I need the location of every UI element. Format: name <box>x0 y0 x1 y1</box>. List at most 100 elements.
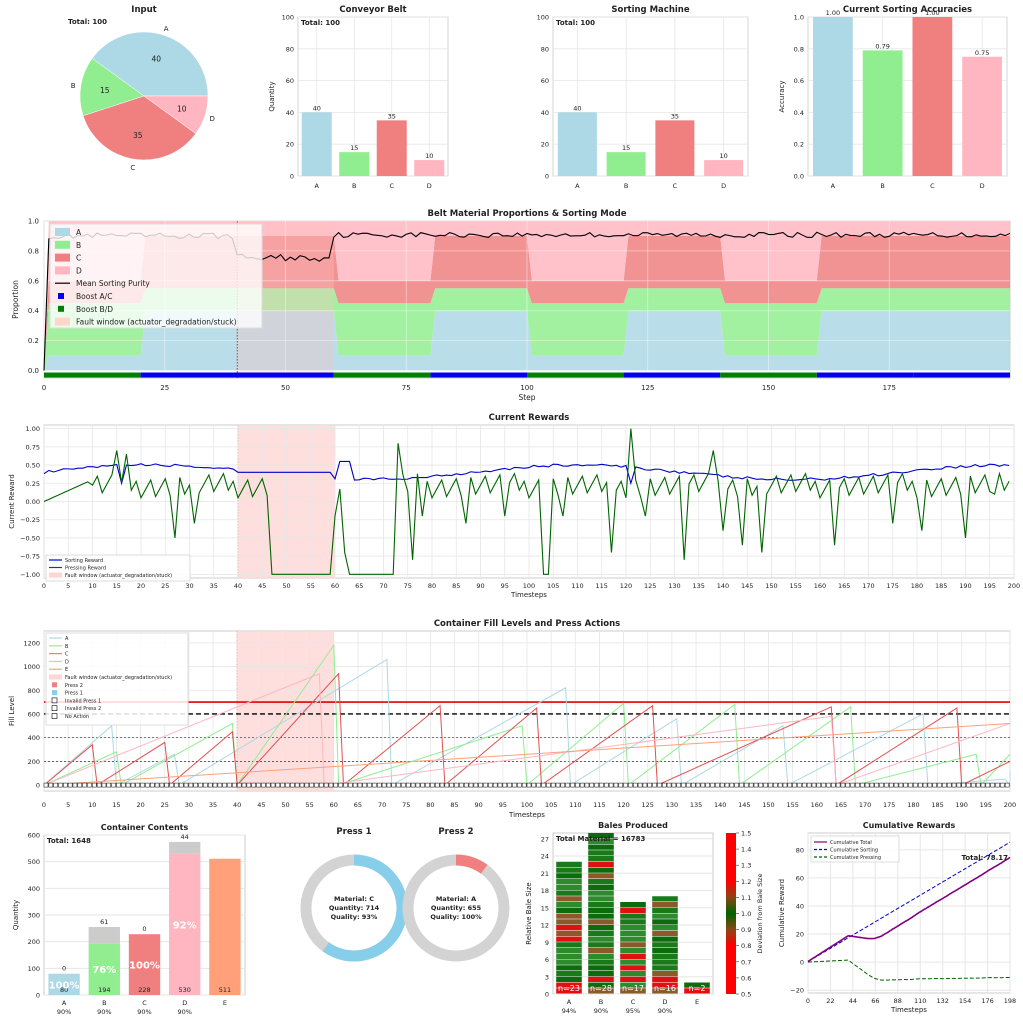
bale-segment <box>588 925 614 931</box>
bar-value-label: 15 <box>622 144 630 152</box>
action-marker <box>550 782 556 788</box>
x-tick-label: 55 <box>306 801 314 809</box>
x-tick-label: 185 <box>931 801 943 809</box>
bale-segment <box>652 988 678 994</box>
bar-C <box>655 120 695 176</box>
y-tick-label: 0.6 <box>794 77 804 85</box>
action-marker <box>145 782 150 788</box>
action-marker <box>661 782 667 788</box>
bar-value-label: 40 <box>573 104 581 112</box>
impurity-bar <box>169 841 201 854</box>
pie-slice-B <box>79 58 145 117</box>
action-marker <box>821 782 826 788</box>
action-marker <box>381 782 387 788</box>
y-tick-label: 500 <box>28 858 40 866</box>
legend-label: Boost A/C <box>76 292 112 301</box>
action-marker <box>623 782 628 788</box>
action-marker <box>961 782 966 788</box>
sorting-mode-segment <box>430 372 527 378</box>
bale-segment <box>652 976 678 982</box>
press-quantity: Quantity: 655 <box>431 904 482 912</box>
legend-label: Press 2 <box>65 683 83 689</box>
action-marker <box>183 782 189 788</box>
x-tick-label: 150 <box>762 801 774 809</box>
action-marker <box>898 782 904 788</box>
y-axis-label: Current Reward <box>8 474 16 529</box>
bar-value-label: 10 <box>425 152 433 160</box>
y-tick-label: 200 <box>28 938 40 946</box>
action-marker <box>956 782 962 788</box>
chart-title: Container Fill Levels and Press Actions <box>434 619 620 629</box>
action-marker <box>618 782 624 788</box>
container-contents-chart: Container Contents 0 100 200 300 400 500 600 0 80… <box>12 823 246 1016</box>
action-marker <box>386 782 392 788</box>
action-marker <box>695 782 701 788</box>
legend-label: No Action <box>65 714 89 720</box>
legend-swatch <box>49 674 62 680</box>
bale-segment <box>588 896 614 902</box>
legend-label: D <box>65 659 69 665</box>
pie-value-label: 40 <box>151 54 161 63</box>
pie-category-label: B <box>71 82 76 90</box>
action-marker <box>275 782 281 788</box>
pressing-reward-line <box>43 428 1010 575</box>
action-marker <box>613 782 619 788</box>
bale-count-label: n=23 <box>558 984 580 993</box>
action-marker <box>478 782 483 788</box>
action-marker <box>343 782 348 788</box>
action-marker <box>285 782 290 788</box>
x-tick-label: 75 <box>402 801 410 809</box>
action-marker <box>555 782 561 788</box>
bale-segment <box>556 925 582 931</box>
y-tick-label: 40 <box>541 109 549 117</box>
colorbar <box>726 833 736 994</box>
x-tick-label: 88 <box>894 997 902 1005</box>
x-tick-label: 0 <box>806 997 810 1005</box>
x-tick-label: 110 <box>914 997 926 1005</box>
bale-segment <box>556 959 582 965</box>
sorting-mode-segment <box>140 372 334 378</box>
x-tick-label: 150 <box>765 582 777 590</box>
action-marker <box>980 782 986 788</box>
x-sub-label: 94% <box>562 1007 576 1015</box>
colorbar-tick-label: 0.8 <box>741 942 751 950</box>
chart-annotation: Total: 78.17 <box>961 854 1008 862</box>
action-marker <box>154 782 160 788</box>
x-tick-label: 0 <box>42 384 46 392</box>
bale-segment <box>588 959 614 965</box>
impurity-label: 44 <box>181 833 189 841</box>
action-marker <box>763 782 768 788</box>
x-tick-label: D <box>980 182 985 190</box>
press-donut-fill <box>322 854 408 962</box>
bar-value-label: 0.79 <box>875 42 889 50</box>
action-marker <box>777 782 783 788</box>
y-tick-label: 80 <box>541 45 549 53</box>
x-tick-label: 180 <box>907 801 919 809</box>
action-marker <box>536 782 541 788</box>
x-tick-label: B <box>599 998 603 1006</box>
cumulative-sorting-line <box>807 841 1011 962</box>
action-marker <box>932 782 937 788</box>
legend: Cumulative Total Cumulative SortingCumula… <box>810 835 900 863</box>
y-axis-label: Quantity <box>268 81 276 111</box>
y-tick-label: 1.0 <box>28 218 39 226</box>
action-marker <box>729 782 735 788</box>
cumulative-total-line <box>807 856 1011 963</box>
x-tick-label: 120 <box>617 801 629 809</box>
rewards-line-chart: Current Rewards −1.00 −0.75 −0.50 −0.25 0.00 0… <box>8 413 1020 599</box>
y-axis-label: Fill Level <box>8 696 16 726</box>
y-tick-label: 300 <box>28 912 40 920</box>
bale-segment <box>588 867 614 873</box>
x-tick-label: 75 <box>404 582 412 590</box>
bar-value-label: 530 <box>178 986 190 994</box>
x-tick-label: A <box>315 182 320 190</box>
bale-count-label: n=2 <box>689 984 706 993</box>
x-tick-label: 170 <box>859 801 871 809</box>
colorbar-tick-label: 1.1 <box>741 894 751 902</box>
x-tick-label: 150 <box>762 384 775 392</box>
action-marker <box>82 782 87 788</box>
bale-segment <box>652 930 678 936</box>
action-marker <box>280 782 285 788</box>
x-tick-label: 165 <box>838 582 850 590</box>
y-tick-label: 9 <box>545 939 549 947</box>
